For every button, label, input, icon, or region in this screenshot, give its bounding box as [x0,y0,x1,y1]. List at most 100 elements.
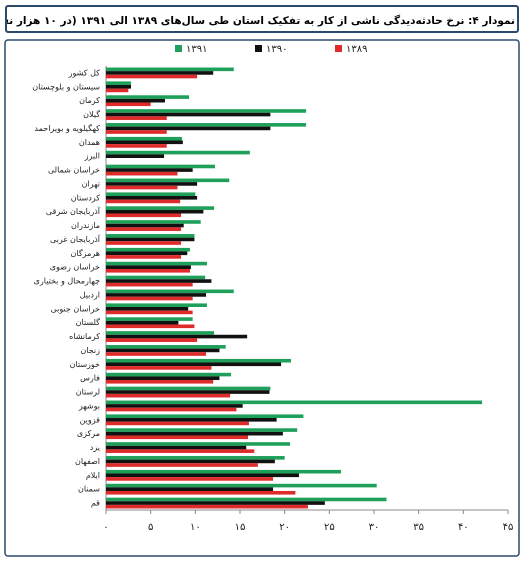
bar [106,307,189,311]
y-tick-label: گیلان [83,109,100,119]
bar [106,144,167,148]
x-tick-label: ۲۰ [279,522,290,533]
bar [106,112,271,117]
bar [106,74,198,79]
bar [106,265,191,269]
y-tick-label: کردستان [71,193,100,202]
y-tick-label: سیستان و بلوچستان [32,82,100,91]
bar [106,352,207,356]
bar [106,123,307,127]
y-tick-label: اصفهان [75,457,100,466]
bar [106,185,178,190]
x-tick-label: ۴۵ [503,522,514,533]
bar [106,421,249,426]
bar [106,477,274,481]
bar [106,372,232,377]
bar [106,296,193,301]
y-tick-label: سمنان [78,485,100,494]
legend-swatch [335,45,342,52]
x-tick-label: ۵ [148,522,153,533]
legend-label: ۱۳۹۰ [266,44,287,55]
y-tick-label: آذربایجان غربی [50,234,101,244]
bar [106,150,250,155]
bar [106,140,183,145]
bar [106,251,188,256]
bar [106,154,165,158]
bar [106,241,182,245]
bar [106,310,193,315]
legend-label: ۱۳۹۱ [186,44,207,55]
bar [106,126,271,131]
bar [106,102,151,107]
y-tick-label: آذربایجان شرقی [46,206,101,216]
bar [106,362,282,367]
y-tick-label: گلستان [76,317,101,327]
bar [106,109,307,113]
bar [106,196,198,200]
bar [106,324,195,329]
bar [106,164,215,169]
bar [106,130,167,134]
bar [106,428,298,432]
bar [106,85,132,89]
bar [106,390,270,394]
bar [106,338,198,342]
bar [106,400,483,405]
y-tick-label: بوشهر [78,401,100,410]
bar [106,497,387,502]
bar [106,393,231,398]
y-tick-label: قم [91,499,100,508]
bar [106,67,234,72]
y-tick-label: تهران [82,179,100,188]
bar [106,366,212,370]
y-tick-label: البرز [84,152,100,161]
bar [106,463,258,467]
x-tick-label: ۲۵ [324,522,335,533]
legend-swatch [255,45,262,52]
bar [106,345,226,349]
y-tick-label: فارس [80,374,100,383]
legend-swatch [175,45,182,52]
y-tick-label: ایلام [86,471,100,480]
bar [106,404,243,408]
x-tick-label: ۱۰ [190,522,201,533]
y-tick-label: زنجان [80,346,100,355]
bar [106,98,165,103]
bar [106,116,167,120]
bar [106,95,190,99]
bar [106,487,274,491]
x-tick-label: ۳۰ [369,522,380,533]
bar [106,376,220,380]
y-tick-label: یزد [90,443,100,452]
bar [106,386,271,391]
bar [106,320,179,325]
bar [106,192,196,197]
bar [106,223,184,228]
y-tick-label: اردبیل [80,290,100,299]
bar [106,81,132,86]
bar [106,490,296,495]
bar [106,456,285,460]
bar [106,268,190,273]
x-tick-label: ۳۵ [413,522,424,533]
y-tick-label: خوزستان [70,360,100,369]
bar [106,275,206,280]
y-tick-label: قزوین [80,415,101,424]
bar [106,379,214,384]
bar [106,334,248,339]
y-tick-label: خراسان جنوبی [50,304,100,313]
bar [106,473,299,478]
bar [106,182,198,186]
y-tick-label: خراسان شمالی [48,166,100,175]
bar [106,435,249,440]
y-tick-label: کرمان [79,96,100,105]
y-tick-label: همدان [79,138,100,147]
y-tick-label: خراسان رضوی [50,263,100,272]
bar [106,234,195,238]
y-tick-label: لرستان [76,388,100,397]
bar [106,303,207,308]
bar [106,199,181,204]
y-tick-label: چهارمحال و بختیاری [34,277,100,286]
